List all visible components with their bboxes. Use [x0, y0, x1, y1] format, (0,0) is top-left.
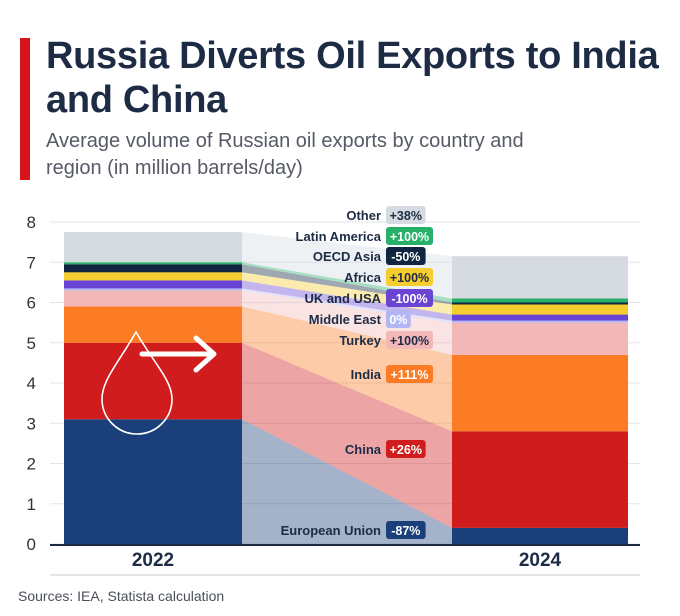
change-badge-text: +38%	[390, 209, 422, 223]
chart-title: Russia Diverts Oil Exports to India and …	[46, 35, 659, 121]
bar-2024-turkey	[452, 322, 628, 355]
bar-2024-africa	[452, 304, 628, 315]
y-tick-label: 7	[27, 253, 36, 272]
segment-label-turkey: Turkey	[339, 333, 381, 348]
change-badge-text: 0%	[389, 313, 407, 327]
y-tick-label: 4	[27, 374, 36, 393]
bar-2024-latin-america	[452, 298, 628, 303]
bar-2024-other	[452, 256, 628, 299]
bars	[64, 232, 628, 544]
segment-label-china: China	[345, 442, 382, 457]
bar-2022-middle-east	[64, 288, 242, 291]
change-badge-africa	[386, 268, 433, 286]
change-badge-latin-america	[386, 227, 433, 245]
change-badge-middle-east	[386, 310, 411, 328]
source-note: Sources: IEA, Statista calculation	[18, 588, 225, 604]
flow-band-india	[242, 306, 452, 432]
title-accent-bar	[20, 38, 30, 180]
bar-2024-china	[452, 431, 628, 528]
y-tick-label: 2	[27, 455, 36, 474]
change-badge-text: +26%	[390, 443, 422, 457]
bar-2022-european-union	[64, 419, 242, 544]
bar-2024-middle-east	[452, 320, 628, 323]
change-badge-text: +111%	[391, 368, 429, 382]
x-tick-label-2022: 2022	[132, 550, 174, 571]
change-badge-text: +100%	[390, 334, 429, 348]
change-badge-uk-and-usa	[386, 289, 433, 307]
change-badge-china	[386, 440, 426, 458]
y-tick-label: 3	[27, 414, 36, 433]
x-tick-label-2024: 2024	[519, 550, 562, 571]
segment-label-latin-america: Latin America	[296, 229, 382, 244]
segment-label-other: Other	[346, 208, 381, 223]
flow-band-china	[242, 342, 452, 528]
bar-2024-india	[452, 354, 628, 432]
bar-2022-oecd-asia	[64, 264, 242, 273]
segment-label-middle-east: Middle East	[309, 312, 382, 327]
segment-label-india: India	[351, 367, 382, 382]
bar-2022-india	[64, 306, 242, 343]
bar-2024-oecd-asia	[452, 302, 628, 305]
flow-band-european-union	[242, 419, 452, 544]
segment-label-africa: Africa	[344, 270, 382, 285]
change-badge-other	[386, 206, 426, 224]
bar-2022-uk-and-usa	[64, 280, 242, 289]
change-badge-text: -87%	[391, 524, 420, 538]
change-badge-european-union	[386, 521, 426, 539]
segment-label-uk-and-usa: UK and USA	[304, 291, 381, 306]
y-tick-label: 8	[27, 213, 36, 232]
change-badge-oecd-asia	[386, 247, 426, 265]
bar-2022-turkey	[64, 290, 242, 307]
bar-2022-other	[64, 232, 242, 263]
y-tick-label: 1	[27, 495, 36, 514]
bar-2024-uk-and-usa	[452, 314, 628, 321]
change-badge-text: +100%	[390, 230, 429, 244]
segment-label-european-union: European Union	[281, 523, 381, 538]
chart-subtitle: Average volume of Russian oil exports by…	[46, 130, 524, 179]
y-tick-label: 5	[27, 334, 36, 353]
change-badge-text: -50%	[391, 250, 420, 264]
oil-drop-arrow-icon	[101, 330, 217, 435]
axes: 0 1 2 3 4 5 6 7 8 2022 2024	[27, 213, 640, 576]
change-badge-text: -100%	[391, 292, 427, 306]
bar-2022-africa	[64, 272, 242, 281]
y-tick-label: 6	[27, 294, 36, 313]
bar-2024-european-union	[452, 527, 628, 544]
segment-labels: European Union -87% China +26% India +111% Tur…	[281, 206, 433, 539]
change-badge-india	[386, 365, 433, 383]
change-badge-turkey	[386, 331, 433, 349]
y-tick-label: 0	[27, 535, 36, 554]
change-badge-text: +100%	[390, 271, 429, 285]
bar-2022-latin-america	[64, 262, 242, 265]
segment-label-oecd-asia: OECD Asia	[313, 249, 382, 264]
